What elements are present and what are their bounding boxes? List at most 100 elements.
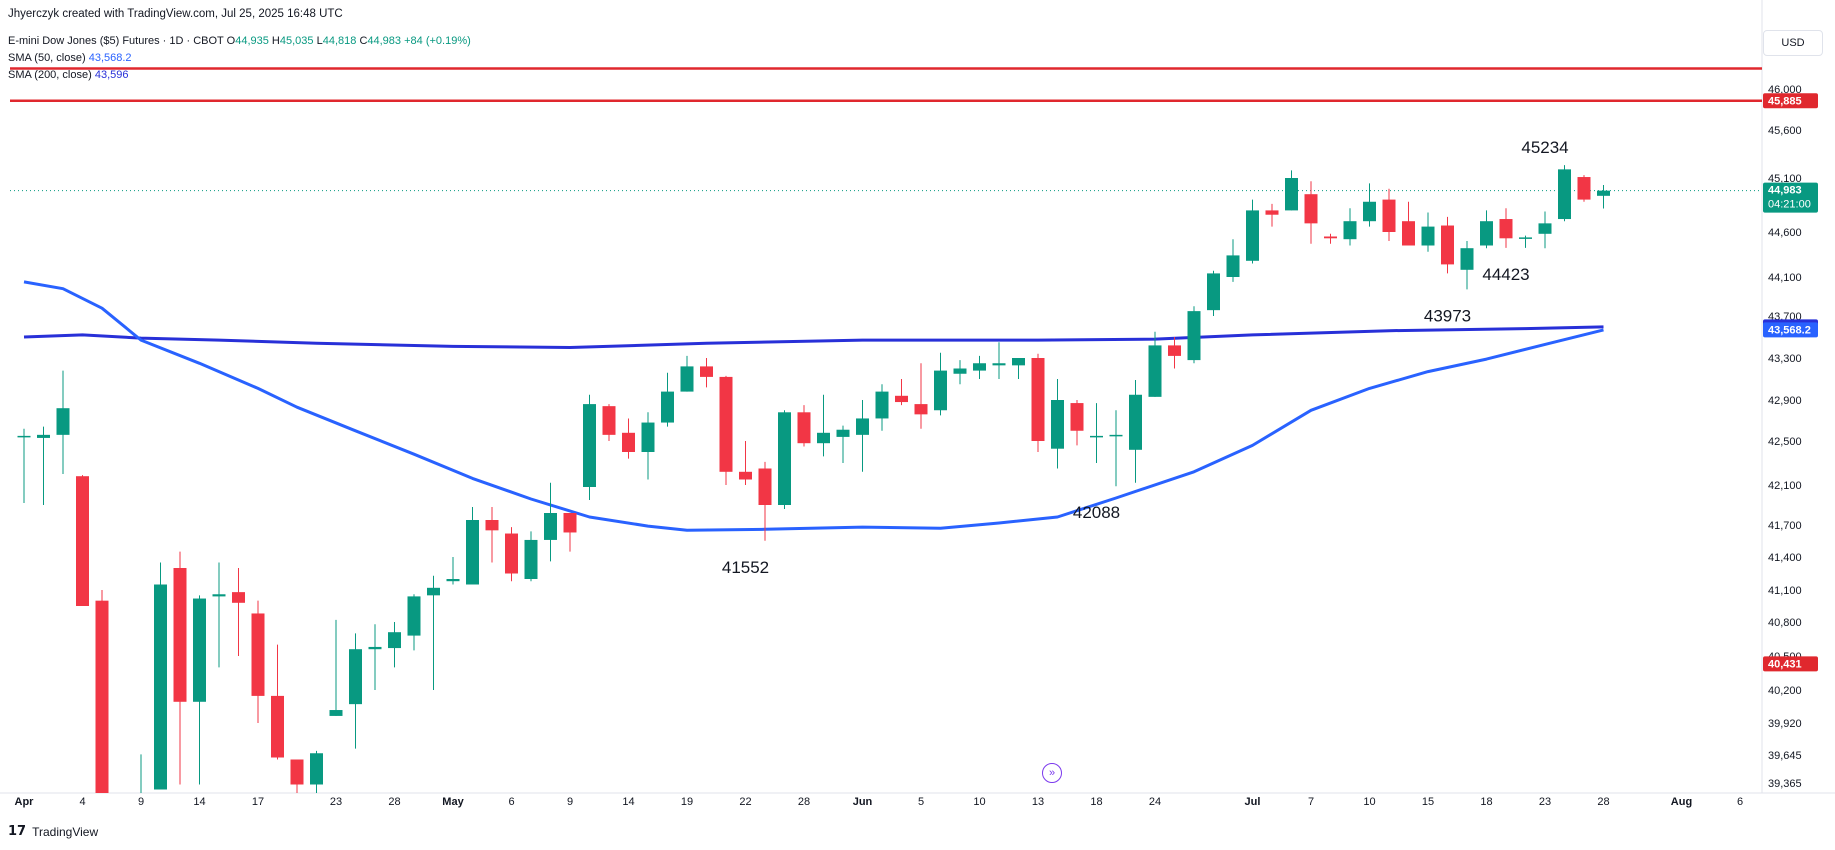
time-tick-label: 7 [1308, 796, 1314, 808]
time-tick-label: 9 [567, 796, 573, 808]
price-tag-label: 43,568.2 [1768, 324, 1811, 336]
candle [1187, 306, 1201, 364]
candle [1382, 188, 1396, 241]
candle-body [524, 539, 538, 579]
time-tick-label: 22 [739, 796, 751, 808]
candle [739, 441, 752, 485]
candle-body [739, 471, 752, 480]
sma50-line [23, 280, 1604, 532]
time-tick-label: 28 [1597, 796, 1609, 808]
price-tag-bg [1763, 322, 1818, 338]
candle-body [875, 391, 889, 419]
candle [563, 513, 577, 552]
price-annotation: 43973 [1424, 306, 1471, 325]
time-tick-label: Apr [15, 796, 35, 808]
sma50-legend[interactable]: SMA (50, close) 43,568.2 [8, 52, 132, 64]
goto-realtime-button[interactable]: » [1042, 763, 1062, 783]
candle-body [758, 468, 772, 505]
candle-body [700, 366, 713, 377]
sma200-legend[interactable]: SMA (200, close) 43,596 [8, 69, 128, 81]
candle [622, 418, 635, 459]
candle-body [992, 363, 1006, 366]
currency-selector[interactable]: USD [1763, 30, 1823, 56]
candle-body [1090, 435, 1103, 438]
price-tag-label: 44,983 [1768, 185, 1802, 197]
candle [1402, 201, 1415, 246]
candle-body [1324, 236, 1337, 239]
price-tick-label: 44,600 [1768, 227, 1802, 239]
candle [758, 461, 772, 541]
candle-body [641, 422, 655, 452]
candle [251, 600, 265, 723]
candle-body [427, 587, 440, 596]
candle [1168, 337, 1181, 369]
time-tick-label: 24 [1149, 796, 1161, 808]
candle [232, 568, 245, 656]
time-tick-label: 23 [330, 796, 342, 808]
candle-body [1148, 345, 1162, 397]
price-tick-label: 40,800 [1768, 617, 1802, 629]
price-tick-label: 39,365 [1768, 778, 1802, 790]
sma50-label: SMA (50, close) [8, 52, 86, 64]
candle-body [1402, 221, 1415, 246]
candle [973, 355, 986, 379]
candle [173, 551, 187, 785]
candle [1246, 199, 1259, 264]
time-tick-label: 28 [798, 796, 810, 808]
candle-body [563, 513, 577, 533]
candle-body [329, 710, 343, 716]
time-tick-label: 10 [973, 796, 985, 808]
candle [602, 404, 616, 441]
candle-body [271, 695, 284, 758]
sma50-value: 43,568.2 [88, 52, 132, 64]
price-tick-label: 45,600 [1768, 125, 1802, 137]
price-tag-label: 45,885 [1768, 95, 1802, 107]
candle-body [778, 412, 791, 505]
candle-body [290, 759, 304, 785]
candle-body [115, 820, 128, 830]
time-tick-label: 18 [1090, 796, 1102, 808]
candle-body [407, 596, 421, 636]
candle [115, 800, 128, 840]
candle-body [1168, 345, 1181, 356]
candle [466, 507, 479, 585]
candle-body [583, 404, 596, 487]
candle-body [1246, 210, 1259, 261]
candle-body [1499, 219, 1513, 239]
time-tick-label: 14 [193, 796, 205, 808]
candle [368, 624, 382, 690]
candle-body [466, 520, 479, 585]
candle [1577, 175, 1591, 202]
time-tick-label: 6 [508, 796, 514, 808]
candle [1207, 270, 1220, 316]
time-tick-label: 9 [138, 796, 144, 808]
candle [1499, 208, 1513, 248]
candle-body [17, 435, 31, 438]
footer-brand: 17 TradingView [8, 824, 98, 839]
candle-body [368, 646, 382, 650]
candle [992, 342, 1006, 379]
price-tick-label: 46,000 [1768, 84, 1802, 96]
price-tick-label: 44,100 [1768, 272, 1802, 284]
candle [544, 482, 557, 562]
open-value: 44,935 [235, 35, 269, 47]
time-tick-label: 5 [918, 796, 924, 808]
time-tick-label: 19 [681, 796, 693, 808]
candle-body [505, 533, 518, 574]
candle-body [856, 418, 869, 435]
candle-body [310, 753, 323, 785]
time-tick-label: 28 [388, 796, 400, 808]
symbol-title[interactable]: E-mini Dow Jones ($5) Futures · 1D · CBO… [8, 35, 224, 47]
close-label: C [359, 35, 368, 47]
time-tick-label: Jun [853, 796, 873, 808]
sma200-line [23, 325, 1604, 349]
candle [1090, 403, 1103, 463]
high-label: H [271, 35, 280, 47]
double-arrow-icon: » [1048, 767, 1056, 779]
candle-body [914, 404, 928, 415]
candle [934, 352, 947, 416]
time-tick-label: May [442, 796, 464, 808]
candle [661, 372, 674, 427]
candle-body [349, 649, 362, 705]
